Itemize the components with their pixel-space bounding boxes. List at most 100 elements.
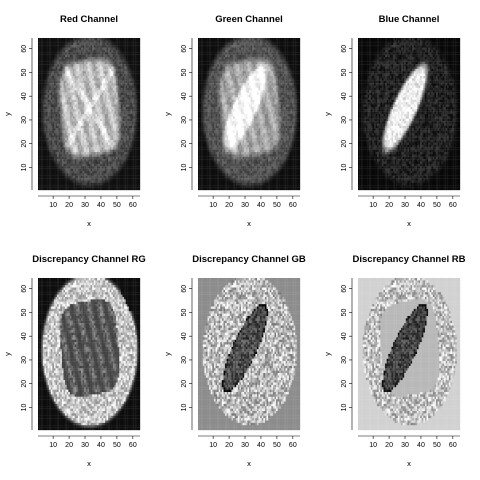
heatmap-cell xyxy=(138,114,140,117)
heatmap-cell xyxy=(65,169,67,172)
heatmap-cell xyxy=(59,119,61,122)
heatmap-cell xyxy=(217,40,219,43)
heatmap-cell xyxy=(64,131,66,134)
heatmap-cell xyxy=(81,140,83,143)
heatmap-cell xyxy=(129,133,131,136)
heatmap-cell xyxy=(113,43,115,46)
heatmap-cell xyxy=(91,102,93,105)
heatmap-cell xyxy=(127,181,129,184)
heatmap-cell xyxy=(107,52,109,55)
heatmap-cell xyxy=(70,112,72,115)
heatmap-cell xyxy=(121,64,123,67)
heatmap-cell xyxy=(46,109,48,112)
heatmap-cell xyxy=(219,69,221,72)
heatmap-cell xyxy=(38,147,40,150)
heatmap-cell xyxy=(48,48,50,51)
heatmap-cell xyxy=(49,62,51,65)
heatmap-cell xyxy=(134,40,136,43)
heatmap-cell xyxy=(238,67,240,70)
heatmap-cell xyxy=(52,43,54,46)
heatmap-cell xyxy=(118,171,120,174)
heatmap-cell xyxy=(116,150,118,153)
heatmap-cell xyxy=(44,152,46,155)
heatmap-cell xyxy=(59,133,61,136)
heatmap-cell xyxy=(89,86,91,89)
heatmap-cell xyxy=(52,86,54,89)
heatmap-cell xyxy=(52,100,54,103)
heatmap-cell xyxy=(130,169,132,172)
heatmap-cell xyxy=(68,102,70,105)
heatmap-cell xyxy=(124,128,126,131)
heatmap-cell xyxy=(62,166,64,169)
heatmap-cell xyxy=(102,138,104,141)
heatmap-cell xyxy=(246,43,248,46)
heatmap-cell xyxy=(119,74,121,77)
heatmap-cell xyxy=(44,162,46,165)
heatmap-cell xyxy=(83,74,85,77)
heatmap-cell xyxy=(97,147,99,150)
heatmap-cell xyxy=(79,131,81,134)
heatmap-cell xyxy=(100,119,102,122)
heatmap-cell xyxy=(71,78,73,81)
heatmap-cell xyxy=(99,178,101,181)
heatmap-cell xyxy=(91,152,93,155)
heatmap-cell xyxy=(135,48,137,51)
heatmap-cell xyxy=(130,114,132,117)
heatmap-cell xyxy=(281,45,283,48)
heatmap-cell xyxy=(284,40,286,43)
heatmap-cell xyxy=(83,181,85,184)
heatmap-cell xyxy=(121,88,123,91)
heatmap-cell xyxy=(91,78,93,81)
heatmap-cell xyxy=(54,97,56,100)
heatmap-cell xyxy=(236,45,238,48)
heatmap-cell xyxy=(78,64,80,67)
heatmap-cell xyxy=(68,88,70,91)
heatmap-cell xyxy=(94,95,96,98)
heatmap-cell xyxy=(126,119,128,122)
heatmap-cell xyxy=(262,48,264,51)
heatmap-cell xyxy=(51,143,53,146)
heatmap-cell xyxy=(273,62,275,65)
heatmap-cell xyxy=(268,59,270,62)
heatmap-cell xyxy=(249,64,251,67)
heatmap-cell xyxy=(86,140,88,143)
heatmap-cell xyxy=(59,185,61,188)
heatmap-cell xyxy=(200,67,202,70)
heatmap-cell xyxy=(121,183,123,186)
heatmap-cell xyxy=(295,62,297,65)
heatmap-cell xyxy=(121,90,123,93)
heatmap-cell xyxy=(110,119,112,122)
heatmap-cell xyxy=(81,124,83,127)
heatmap-cell xyxy=(57,38,59,41)
heatmap-cell xyxy=(105,185,107,188)
heatmap-cell xyxy=(198,43,200,46)
heatmap-cell xyxy=(67,181,69,184)
heatmap-cell xyxy=(126,154,128,157)
heatmap-cell xyxy=(127,86,129,89)
heatmap-cell xyxy=(94,159,96,162)
heatmap-cell xyxy=(212,48,214,51)
heatmap-cell xyxy=(43,154,45,157)
heatmap-cell xyxy=(127,159,129,162)
heatmap-cell xyxy=(138,183,140,186)
heatmap-cell xyxy=(298,38,300,41)
heatmap-cell xyxy=(62,59,64,62)
heatmap-cell xyxy=(79,38,81,41)
heatmap-cell xyxy=(235,57,237,60)
heatmap-cell xyxy=(81,95,83,98)
heatmap-cell xyxy=(44,67,46,70)
heatmap-cell xyxy=(86,55,88,58)
heatmap-cell xyxy=(284,45,286,48)
heatmap-cell xyxy=(222,64,224,67)
heatmap-cell xyxy=(225,59,227,62)
heatmap-cell xyxy=(73,69,75,72)
heatmap-cell xyxy=(59,128,61,131)
heatmap-cell xyxy=(198,59,200,62)
heatmap-cell xyxy=(121,154,123,157)
heatmap-cell xyxy=(134,67,136,70)
heatmap-cell xyxy=(130,131,132,134)
heatmap-cell xyxy=(44,57,46,60)
heatmap-cell xyxy=(43,109,45,112)
heatmap-cell xyxy=(71,59,73,62)
heatmap-cell xyxy=(227,52,229,55)
